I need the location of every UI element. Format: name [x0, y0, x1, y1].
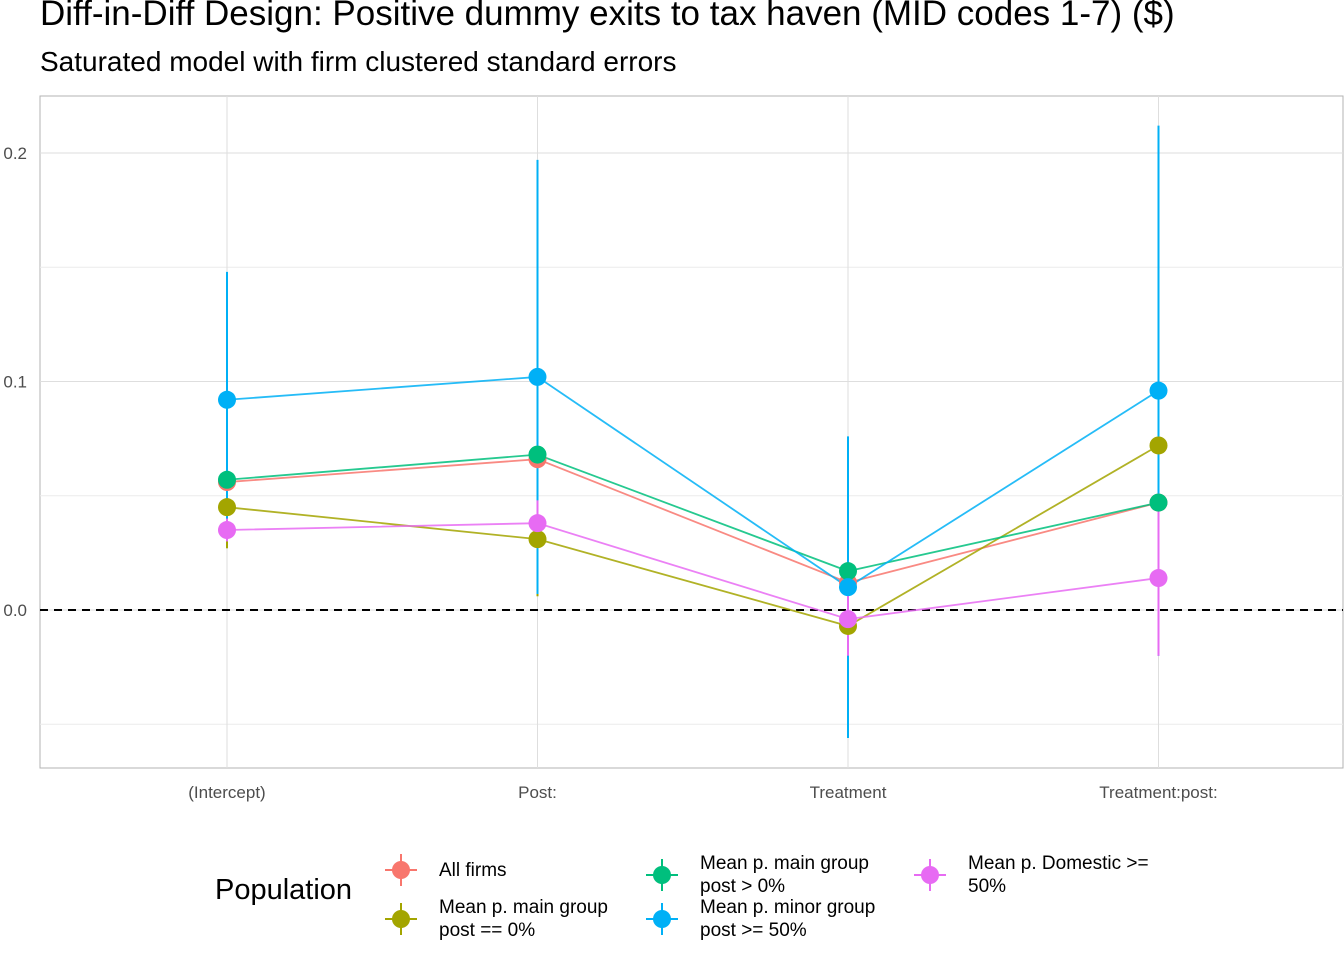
data-point — [1149, 569, 1168, 588]
legend-label: All firms — [439, 859, 507, 881]
legend-marker-icon — [385, 854, 417, 886]
legend-label: Mean p. main group post == 0% — [439, 897, 608, 941]
data-point — [218, 498, 236, 517]
chart-subtitle: Saturated model with firm clustered stan… — [40, 46, 677, 77]
data-point — [528, 514, 547, 533]
data-point — [1149, 493, 1168, 512]
data-point — [1149, 436, 1168, 455]
chart-title: Diff-in-Diff Design: Positive dummy exit… — [40, 0, 1175, 33]
data-point — [218, 521, 236, 540]
data-point — [528, 530, 547, 549]
legend-marker-icon — [646, 859, 678, 891]
legend-key-icon — [912, 857, 948, 893]
legend-label: Mean p. main group post > 0% — [700, 853, 869, 897]
x-tick-label: (Intercept) — [188, 783, 265, 802]
legend-key-icon — [383, 852, 419, 888]
data-point — [218, 470, 236, 489]
data-point — [839, 562, 857, 581]
legend-item-main-group-positive: Mean p. main group post > 0% — [644, 852, 869, 898]
y-tick-label: 0.2 — [3, 144, 27, 163]
legend-key-icon — [383, 901, 419, 937]
data-point — [839, 578, 857, 597]
series-line — [226, 458, 1159, 584]
legend-marker-icon — [914, 859, 946, 891]
legend-label: Mean p. Domestic >= 50% — [968, 853, 1149, 897]
series-line — [226, 444, 1159, 627]
legend-item-minor-group: Mean p. minor group post >= 50% — [644, 896, 875, 942]
legend-title: Population — [215, 874, 353, 906]
data-point — [839, 610, 857, 629]
y-tick-label: 0.0 — [3, 601, 27, 620]
data-point — [528, 445, 547, 464]
data-point — [1149, 381, 1168, 400]
series-line — [226, 453, 1159, 573]
legend-marker-icon — [646, 903, 678, 935]
legend-item-domestic: Mean p. Domestic >= 50% — [912, 852, 1149, 898]
series-line — [226, 522, 1159, 621]
x-tick-label: Treatment — [810, 783, 887, 802]
legend-key-icon — [644, 857, 680, 893]
legend-item-main-group-zero: Mean p. main group post == 0% — [383, 896, 608, 942]
series-line — [226, 376, 1159, 589]
legend-marker-icon — [385, 903, 417, 935]
legend-label: Mean p. minor group post >= 50% — [700, 897, 876, 941]
legend-item-all-firms: All firms — [383, 852, 507, 888]
y-tick-label: 0.1 — [3, 373, 27, 392]
legend-key-icon — [644, 901, 680, 937]
x-tick-label: Post: — [518, 783, 557, 802]
data-point — [218, 390, 236, 409]
data-point — [528, 367, 547, 386]
x-tick-label: Treatment:post: — [1099, 783, 1217, 802]
plot-panel — [39, 95, 1344, 769]
